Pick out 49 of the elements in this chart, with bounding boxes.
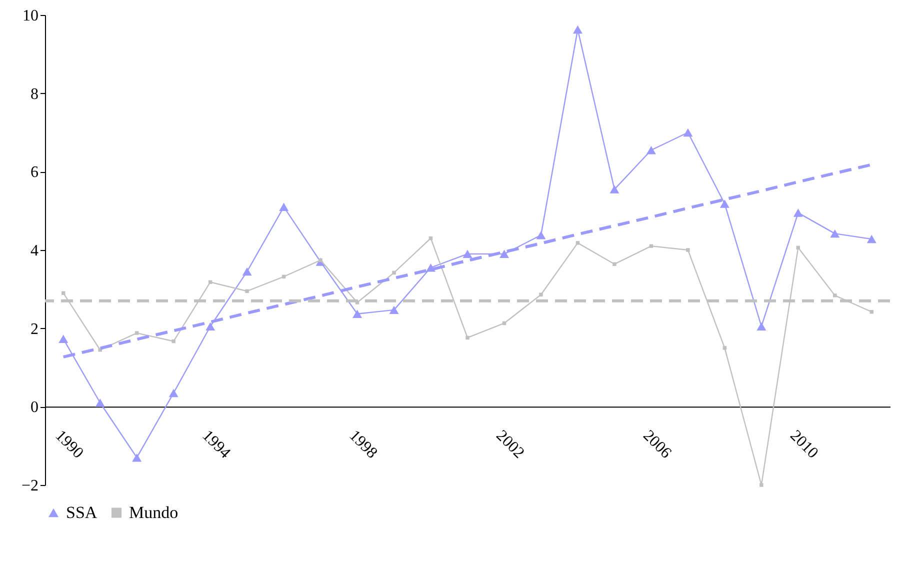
point — [576, 241, 580, 245]
legend-label: Mundo — [129, 502, 178, 522]
point — [720, 200, 730, 208]
point — [572, 25, 582, 34]
y-tick-label: 0 — [30, 399, 38, 416]
y-tick-label: 10 — [22, 8, 38, 24]
point — [134, 331, 139, 335]
point — [612, 262, 616, 266]
point — [683, 128, 693, 137]
point — [760, 483, 764, 487]
point — [206, 322, 216, 330]
point — [830, 229, 840, 238]
point — [392, 270, 396, 275]
point — [62, 291, 66, 295]
point — [499, 250, 509, 258]
point — [536, 231, 546, 240]
point — [466, 336, 470, 340]
point — [132, 453, 142, 462]
point — [58, 334, 68, 344]
x-tick-label: 1994 — [198, 427, 234, 462]
point — [833, 294, 837, 298]
point — [610, 185, 620, 194]
point — [686, 248, 690, 252]
point — [245, 289, 249, 293]
point — [793, 208, 803, 217]
point — [279, 202, 289, 212]
x-tick-label: 1990 — [52, 427, 86, 462]
point — [646, 146, 656, 154]
point — [242, 267, 252, 276]
point — [722, 346, 727, 350]
point — [95, 398, 105, 407]
x-tick-label: 1998 — [346, 427, 380, 462]
point — [756, 322, 766, 330]
point — [870, 310, 874, 314]
legend-label: SSA — [66, 502, 98, 522]
point — [168, 388, 178, 398]
y-tick-label: 2 — [30, 320, 38, 338]
point — [462, 250, 472, 258]
point — [649, 244, 654, 248]
point — [389, 306, 399, 314]
y-tick-label: 8 — [30, 86, 38, 103]
point — [539, 292, 543, 297]
y-tick-label: −2 — [21, 478, 38, 494]
point — [866, 234, 876, 244]
point — [352, 310, 362, 318]
y-tick-label: 6 — [30, 164, 38, 182]
y-tick-label: 4 — [30, 242, 38, 260]
point — [172, 339, 176, 344]
point — [208, 280, 212, 284]
